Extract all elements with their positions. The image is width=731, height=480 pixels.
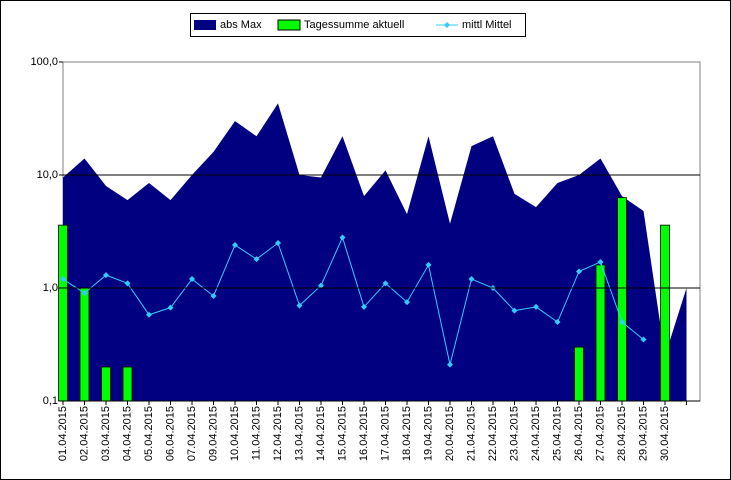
marker — [81, 290, 88, 297]
x-tick-label: 17.04.2015 — [379, 406, 391, 461]
line — [62, 236, 644, 365]
legend-label: abs Max — [220, 19, 262, 31]
x-tick-label: 23.04.2015 — [508, 406, 520, 461]
x-tick-label: 29.04.2015 — [637, 406, 649, 461]
x-tick-label: 21.04.2015 — [465, 406, 477, 461]
marker — [232, 242, 238, 249]
legend-swatch — [277, 19, 301, 31]
marker — [640, 336, 647, 343]
legend: abs Max Tagessumme aktuell mittl Mittel — [194, 19, 512, 31]
marker — [103, 272, 109, 279]
marker — [554, 319, 561, 326]
marker — [404, 299, 410, 306]
x-tick-label: 03.04.2015 — [100, 406, 112, 461]
x-tick-label: 01.04.2015 — [57, 406, 69, 461]
marker — [576, 268, 582, 275]
legend-box — [190, 13, 526, 37]
legend-label: mittl Mittel — [462, 19, 512, 31]
legend-marker — [444, 22, 450, 28]
x-tick-label: 13.04.2015 — [293, 406, 305, 461]
x-tick-label: 30.04.2015 — [659, 406, 671, 461]
x-tick-label: 28.04.2015 — [616, 406, 628, 461]
marker — [468, 276, 475, 283]
x-tick-label: 10.04.2015 — [229, 406, 241, 461]
x-tick-label: 16.04.2015 — [358, 406, 370, 461]
marker — [447, 361, 453, 368]
y-tick-label: 1,0 — [43, 282, 58, 294]
marker — [210, 292, 217, 299]
x-tick-label: 12.04.2015 — [272, 406, 284, 461]
marker — [533, 303, 539, 310]
y-tick-label: 10,0 — [37, 169, 58, 181]
x-tick-label: 04.04.2015 — [121, 406, 133, 461]
x-tick-label: 24.04.2015 — [530, 406, 542, 461]
x-tick-label: 27.04.2015 — [594, 406, 606, 461]
x-tick-label: 15.04.2015 — [336, 406, 348, 461]
x-tick-label: 26.04.2015 — [573, 406, 585, 461]
y-tick-label: 0,1 — [43, 395, 58, 407]
marker — [318, 282, 324, 289]
x-tick-label: 07.04.2015 — [186, 406, 198, 461]
x-tick-label: 06.04.2015 — [164, 406, 176, 461]
bar — [122, 366, 133, 402]
marker — [253, 256, 260, 263]
bar — [660, 224, 670, 402]
bar — [595, 264, 606, 402]
bar — [58, 224, 68, 402]
legend-label: Tagessumme aktuell — [304, 19, 404, 31]
marker — [361, 303, 367, 310]
marker — [597, 258, 604, 265]
x-tick-label: 02.04.2015 — [78, 406, 90, 461]
marker — [60, 276, 66, 283]
plot-content — [58, 103, 700, 402]
bar — [574, 346, 584, 402]
bar — [79, 287, 90, 402]
y-tick-label: 100,0 — [30, 56, 58, 68]
legend-swatch — [194, 20, 216, 30]
x-tick-label: 20.04.2015 — [444, 406, 456, 461]
marker — [189, 276, 195, 283]
x-tick-label: 14.04.2015 — [315, 406, 327, 461]
marker — [146, 311, 152, 318]
marker — [511, 307, 518, 314]
marker — [275, 240, 281, 247]
marker — [619, 319, 625, 326]
marker — [382, 280, 389, 287]
x-tick-label: 05.04.2015 — [143, 406, 155, 461]
marker — [124, 280, 131, 287]
x-tick-label: 11.04.2015 — [250, 406, 262, 460]
x-tick-label: 22.04.2015 — [487, 406, 499, 461]
x-tick-label: 19.04.2015 — [422, 406, 434, 461]
marker — [167, 304, 174, 311]
marker — [339, 234, 346, 241]
x-tick-label: 18.04.2015 — [401, 406, 413, 461]
bar — [101, 366, 111, 402]
area — [63, 103, 687, 402]
bar — [617, 197, 627, 402]
x-tick-label: 25.04.2015 — [551, 406, 563, 461]
marker — [425, 261, 432, 268]
marker — [296, 302, 303, 309]
x-tick-label: 09.04.2015 — [207, 406, 219, 461]
